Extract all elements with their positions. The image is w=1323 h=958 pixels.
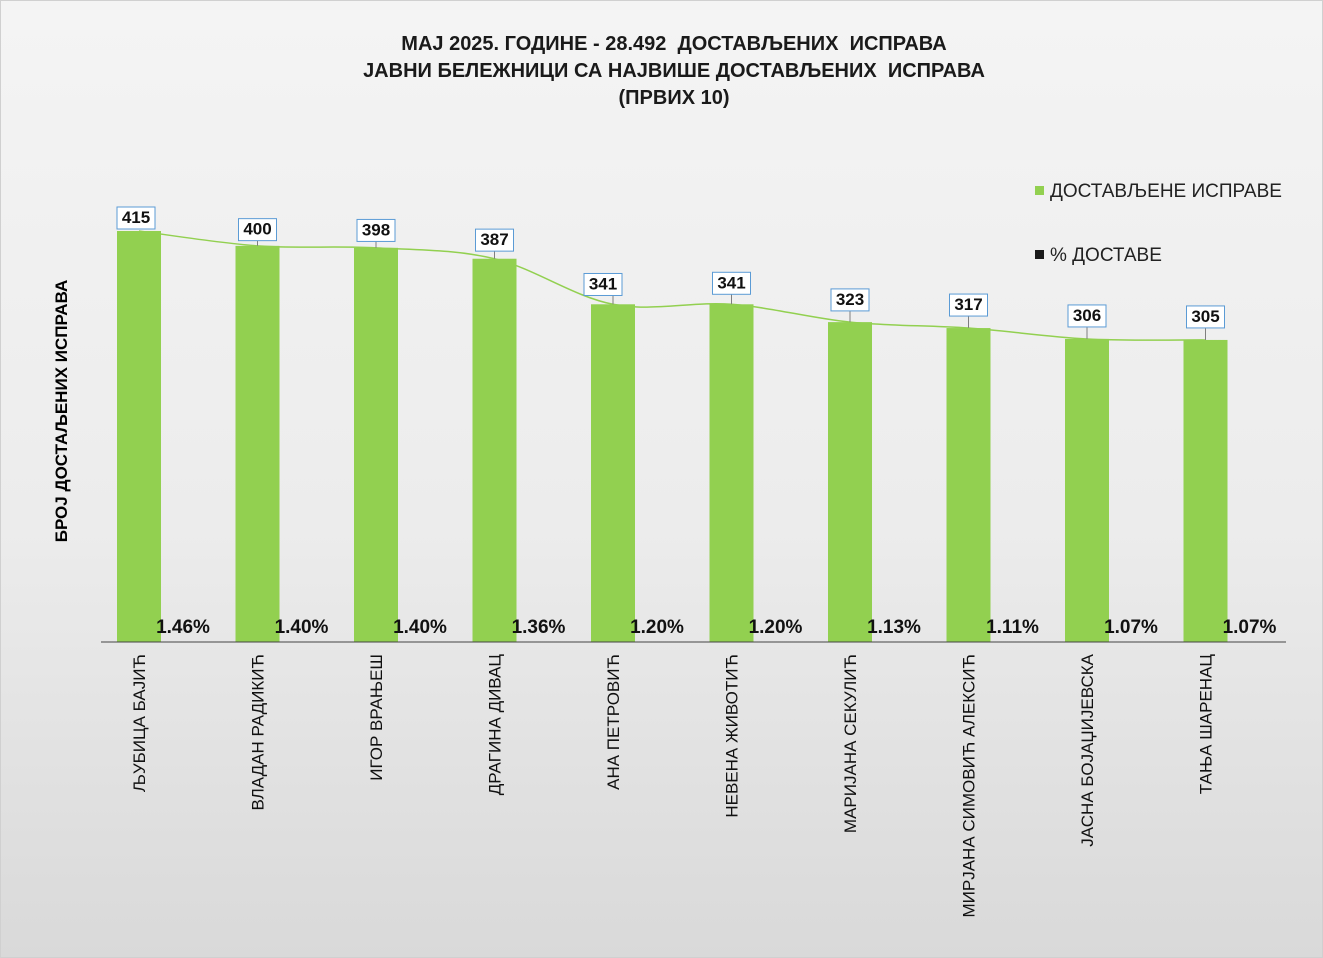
percent-label: 1.40% xyxy=(275,617,329,638)
data-label-box xyxy=(1067,304,1107,328)
data-label-value: 306 xyxy=(1073,306,1101,325)
data-label-value: 415 xyxy=(122,208,150,227)
percent-label: 1.40% xyxy=(393,617,447,638)
legend-swatch-percent xyxy=(1035,250,1044,259)
percent-label: 1.20% xyxy=(630,617,684,638)
category-tick-label: ИГОР ВРАЊЕШ xyxy=(367,654,386,781)
chart-title: МАЈ 2025. ГОДИНЕ - 28.492 ДОСТАВЉЕНИХ ИС… xyxy=(1,31,1323,112)
category-tick-label: ВЛАДАН РАДИКИЋ xyxy=(249,654,268,811)
data-label-value: 400 xyxy=(243,220,271,239)
data-label-box xyxy=(949,293,988,317)
data-label-value: 305 xyxy=(1191,307,1219,326)
data-label-box xyxy=(116,206,156,230)
title-line-2: ЈАВНИ БЕЛЕЖНИЦИ СА НАЈВИШЕ ДОСТАВЉЕНИХ И… xyxy=(363,60,985,82)
percent-label: 1.07% xyxy=(1104,617,1158,638)
bar xyxy=(591,304,635,642)
percent-label: 1.13% xyxy=(867,617,921,638)
percent-label: 1.36% xyxy=(512,617,566,638)
bar xyxy=(472,258,517,642)
title-line-3: (ПРВИХ 10) xyxy=(618,87,730,109)
percent-label: 1.07% xyxy=(1223,617,1277,638)
data-label-box xyxy=(830,288,870,312)
data-label-value: 323 xyxy=(836,290,864,309)
data-label-box xyxy=(356,218,396,242)
data-label-box xyxy=(712,271,751,295)
legend-label-percent: % ДОСТАВЕ xyxy=(1050,245,1162,266)
data-label-value: 398 xyxy=(362,220,390,239)
category-tick-label: АНА ПЕТРОВИЋ xyxy=(604,654,623,790)
category-tick-label: МИРЈАНА СИМОВИЋ АЛЕКСИЋ xyxy=(960,654,979,918)
legend-item-documents: ДОСТАВЉЕНЕ ИСПРАВЕ xyxy=(1035,181,1282,203)
data-label-box xyxy=(1186,305,1225,329)
bar xyxy=(354,247,398,642)
category-tick-label: ЉУБИЦА БАЈИЋ xyxy=(130,654,149,792)
trend-line xyxy=(138,230,1206,341)
data-label-value: 387 xyxy=(480,230,508,249)
bar xyxy=(1065,338,1109,642)
data-label-value: 341 xyxy=(589,274,617,293)
percent-label: 1.11% xyxy=(986,617,1039,638)
data-label-value: 317 xyxy=(954,295,982,314)
percent-label: 1.46% xyxy=(156,617,210,638)
data-label-box xyxy=(238,218,277,242)
legend-item-percent: % ДОСТАВЕ xyxy=(1035,245,1162,267)
legend-swatch-documents xyxy=(1035,186,1044,195)
data-label-box xyxy=(475,228,514,252)
category-tick-label: МАРИЈАНА СЕКУЛИЋ xyxy=(841,654,860,833)
percent-label: 1.20% xyxy=(749,617,803,638)
bar xyxy=(1183,339,1228,642)
data-label-value: 341 xyxy=(717,273,745,292)
bar xyxy=(946,328,991,642)
legend-label-documents: ДОСТАВЉЕНЕ ИСПРАВЕ xyxy=(1050,181,1282,202)
category-tick-label: ЈАСНА БОЈАЏИЈЕВСКА xyxy=(1078,653,1097,846)
category-tick-label: ТАЊА ШАРЕНАЦ xyxy=(1197,654,1216,795)
category-tick-label: НЕВЕНА ЖИВОТИЋ xyxy=(723,654,742,818)
data-label-box xyxy=(583,272,623,296)
bar xyxy=(709,304,754,642)
category-tick-label: ДРАГИНА ДИВАЦ xyxy=(486,654,505,796)
bar xyxy=(235,245,280,643)
title-line-1: МАЈ 2025. ГОДИНЕ - 28.492 ДОСТАВЉЕНИХ ИС… xyxy=(401,33,947,55)
bar xyxy=(117,231,161,642)
bar xyxy=(828,322,872,642)
